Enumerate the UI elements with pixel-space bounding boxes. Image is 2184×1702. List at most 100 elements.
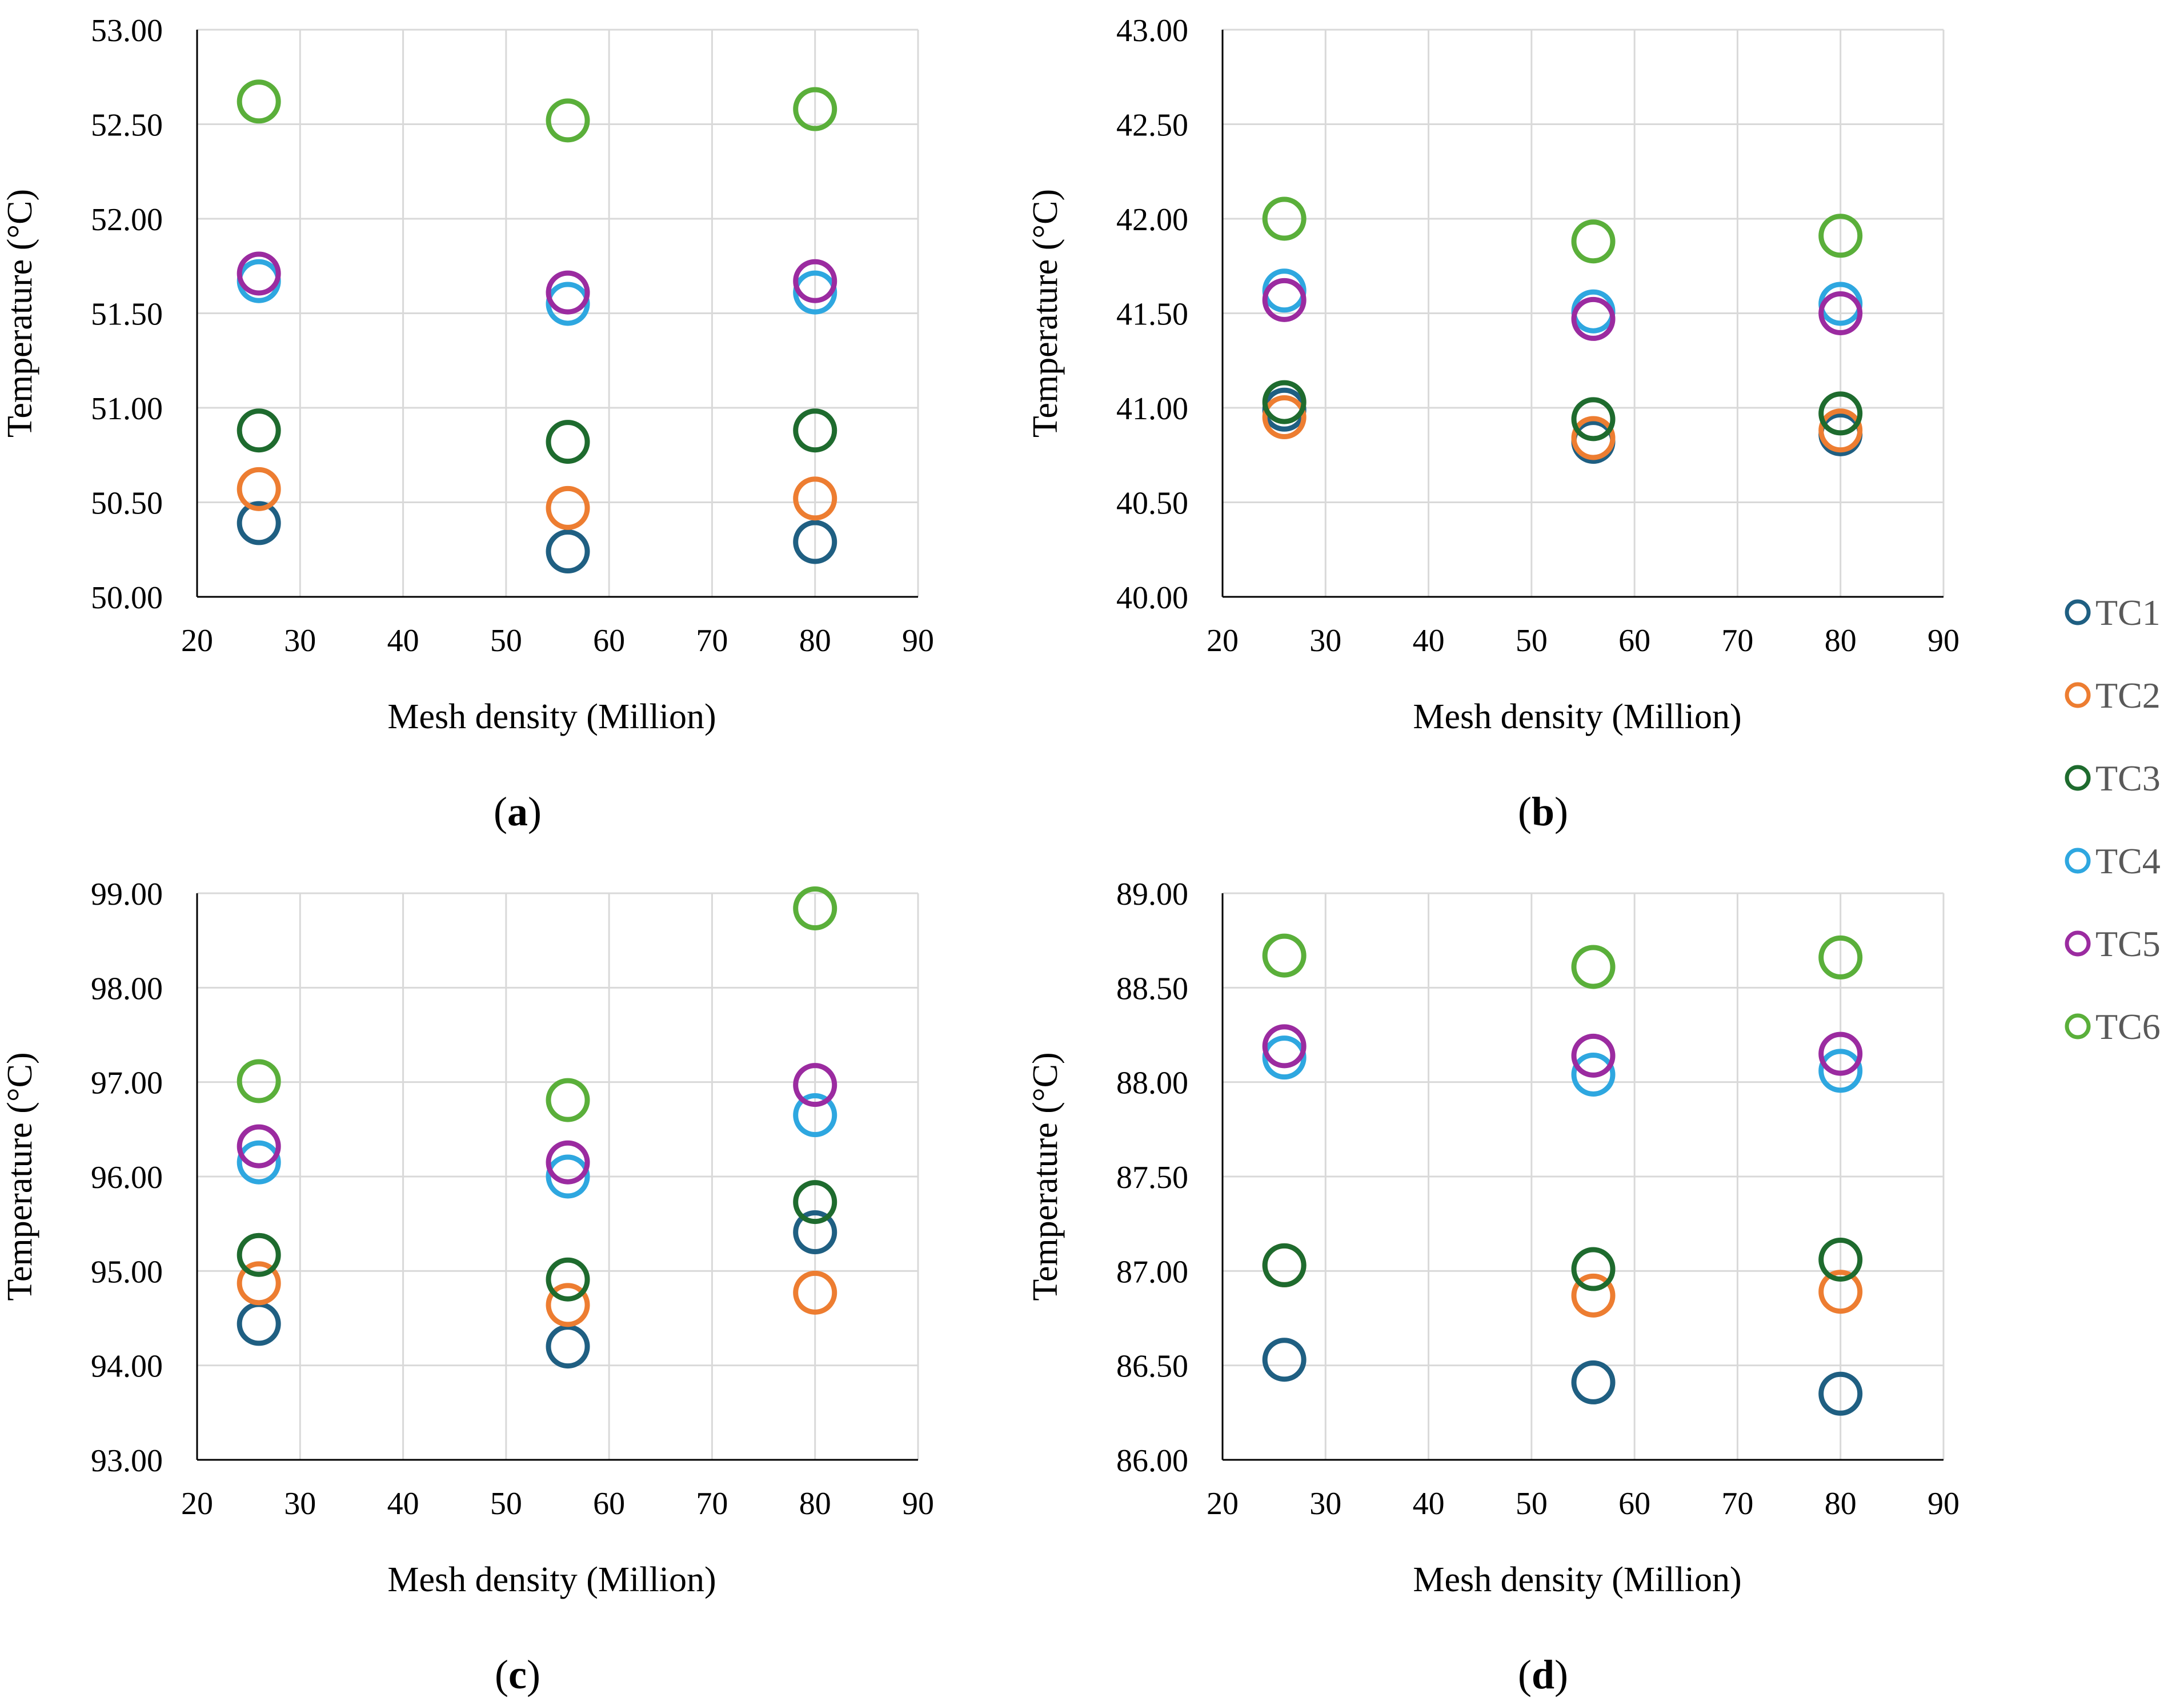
x-tick-label: 50 (1516, 1486, 1548, 1522)
point-tc3 (1571, 1247, 1616, 1291)
point-tc6 (793, 886, 837, 930)
point-tc5 (1818, 1031, 1863, 1076)
point-tc5 (1571, 1033, 1616, 1078)
y-tick-label: 53.00 (91, 13, 163, 49)
x-axis-title: Mesh density (Million) (387, 1560, 716, 1599)
point-tc5 (793, 259, 837, 303)
legend-item-tc3: TC3 (2065, 758, 2161, 798)
y-tick-label: 50.00 (91, 580, 163, 616)
point-tc5 (1571, 296, 1616, 341)
point-tc3 (1262, 1243, 1307, 1287)
panel-label: (c) (495, 1652, 540, 1697)
legend-item-tc6: TC6 (2065, 1006, 2161, 1047)
point-tc2 (1262, 395, 1307, 440)
legend-marker (2065, 765, 2091, 791)
point-tc3 (1571, 397, 1616, 441)
x-tick-label: 90 (902, 1486, 934, 1522)
y-tick-label: 50.50 (91, 486, 163, 521)
point-tc2 (237, 1261, 281, 1306)
x-axis-title: Mesh density (Million) (387, 697, 716, 736)
x-tick-label: 30 (1309, 1486, 1341, 1522)
point-tc2 (793, 1270, 837, 1315)
x-tick-label: 30 (1309, 623, 1341, 659)
x-tick-label: 30 (284, 623, 316, 659)
legend-label: TC1 (2095, 592, 2161, 633)
point-tc6 (1262, 933, 1307, 978)
x-axis-title: Mesh density (Million) (1413, 1560, 1741, 1599)
y-tick-label: 51.00 (91, 391, 163, 427)
y-tick-label: 87.00 (1116, 1254, 1188, 1290)
point-tc4 (237, 1140, 281, 1185)
point-tc3 (793, 408, 837, 453)
point-tc1 (793, 520, 837, 564)
x-axis-title: Mesh density (Million) (1413, 697, 1741, 736)
legend-label: TC2 (2095, 675, 2161, 716)
legend-label: TC6 (2095, 1006, 2161, 1047)
y-tick-label: 87.50 (1116, 1160, 1188, 1195)
y-tick-label: 41.50 (1116, 297, 1188, 332)
y-tick-label: 40.00 (1116, 580, 1188, 616)
legend-item-tc2: TC2 (2065, 675, 2161, 716)
x-tick-label: 90 (1927, 623, 1959, 659)
point-tc6 (237, 1059, 281, 1103)
point-tc1 (546, 1324, 590, 1369)
point-tc5 (1262, 1024, 1307, 1069)
x-tick-label: 80 (1825, 623, 1857, 659)
x-tick-label: 80 (1825, 1486, 1857, 1522)
y-tick-label: 86.50 (1116, 1349, 1188, 1384)
x-tick-label: 40 (1413, 1486, 1445, 1522)
y-tick-label: 88.50 (1116, 971, 1188, 1006)
point-tc6 (237, 79, 281, 124)
y-tick-label: 97.00 (91, 1066, 163, 1101)
legend-marker (2065, 1013, 2091, 1039)
point-tc6 (1262, 196, 1307, 241)
y-tick-label: 98.00 (91, 971, 163, 1006)
x-tick-label: 70 (1721, 1486, 1753, 1522)
point-tc3 (793, 1180, 837, 1225)
point-tc1 (1262, 1338, 1307, 1382)
x-tick-label: 60 (1618, 1486, 1650, 1522)
x-tick-label: 90 (1927, 1486, 1959, 1522)
point-tc2 (793, 476, 837, 521)
x-tick-label: 70 (696, 623, 728, 659)
chart-panel-b: 20 30 40 50 60 70 80 90 40.00 40.50 41.00 41.50 42.0… (1026, 13, 1959, 834)
point-tc5 (1818, 291, 1863, 335)
y-tick-label: 52.00 (91, 202, 163, 238)
y-tick-label: 43.00 (1116, 13, 1188, 49)
x-tick-label: 50 (490, 1486, 522, 1522)
point-tc3 (546, 1257, 590, 1302)
x-tick-label: 60 (593, 1486, 625, 1522)
y-tick-label: 89.00 (1116, 877, 1188, 912)
point-tc5 (546, 270, 590, 315)
legend-marker (2065, 682, 2091, 708)
point-tc1 (793, 1210, 837, 1255)
legend-label: TC5 (2095, 924, 2161, 964)
point-tc3 (1818, 1237, 1863, 1282)
legend-label: TC3 (2095, 758, 2161, 798)
x-tick-label: 30 (284, 1486, 316, 1522)
point-tc1 (237, 501, 281, 545)
x-tick-label: 70 (1721, 623, 1753, 659)
y-tick-label: 94.00 (91, 1349, 163, 1384)
chart-panel-d: 20 30 40 50 60 70 80 90 86.00 86.50 87.00 87.50 88.0… (1026, 877, 1959, 1697)
charts-layer: 20 30 40 50 60 70 80 90 50.00 50.50 51.00 51.50 52.0… (1, 13, 1959, 1697)
y-tick-label: 42.00 (1116, 202, 1188, 238)
chart-panel-c: 20 30 40 50 60 70 80 90 93.00 94.00 95.00 96.00 97.0… (1, 877, 934, 1697)
point-tc4 (1818, 1049, 1863, 1093)
x-tick-label: 20 (1207, 1486, 1239, 1522)
point-tc2 (1818, 408, 1863, 453)
legend-item-tc5: TC5 (2065, 924, 2161, 964)
y-axis-title: Temperature (°C) (1, 1052, 39, 1300)
y-tick-label: 88.00 (1116, 1066, 1188, 1101)
x-tick-label: 50 (490, 623, 522, 659)
x-tick-label: 20 (1207, 623, 1239, 659)
point-tc4 (546, 282, 590, 326)
x-tick-label: 40 (387, 1486, 419, 1522)
x-tick-label: 70 (696, 1486, 728, 1522)
point-tc2 (546, 485, 590, 530)
point-tc6 (1818, 214, 1863, 258)
y-tick-label: 96.00 (91, 1160, 163, 1195)
point-tc2 (546, 1283, 590, 1327)
point-tc6 (1571, 945, 1616, 989)
point-tc4 (1262, 1035, 1307, 1080)
